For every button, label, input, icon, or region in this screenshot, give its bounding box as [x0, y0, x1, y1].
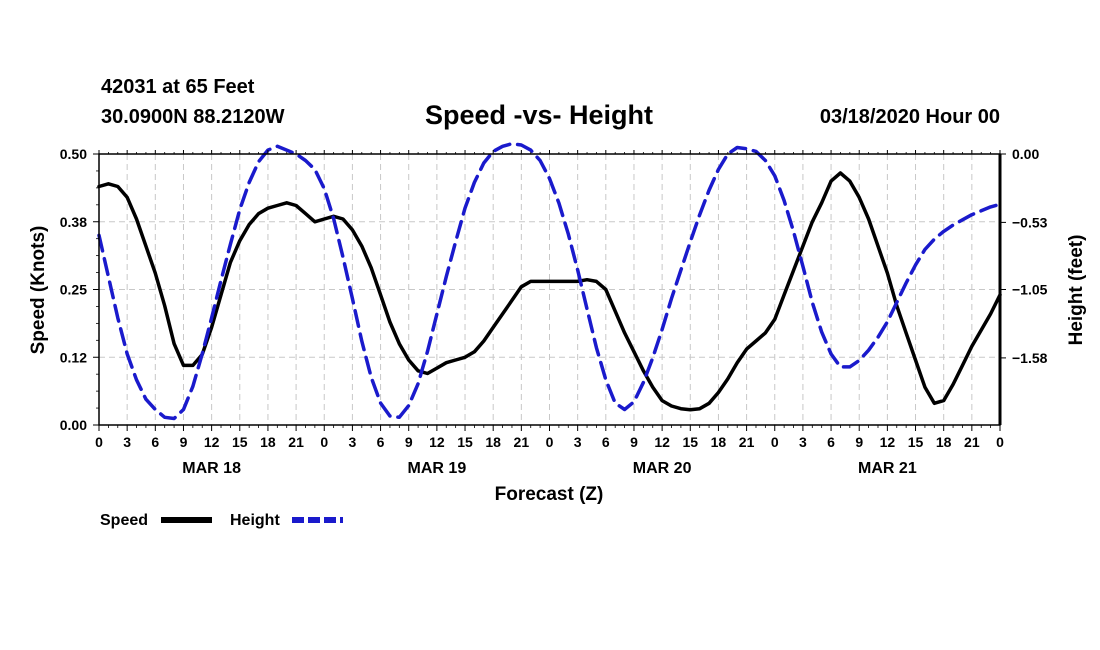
- x-tick-label: 3: [349, 434, 357, 450]
- series-layer: [97, 141, 1002, 421]
- day-label: MAR 20: [633, 460, 692, 477]
- legend-speed-label: Speed: [100, 512, 148, 529]
- station-label: 42031 at 65 Feet: [101, 76, 255, 98]
- x-tick-label: 0: [95, 434, 103, 450]
- x-tick-label: 15: [457, 434, 473, 450]
- y2-tick-label: −1.58: [1012, 350, 1048, 366]
- day-label: MAR 19: [408, 460, 467, 477]
- x-tick-label: 9: [630, 434, 638, 450]
- day-label: MAR 21: [858, 460, 917, 477]
- x-axis-title: Forecast (Z): [495, 484, 604, 505]
- axis-labels: 0 3 6 9 12 15 18 21 0 3 6 9 12 15 18 21 0 3 6 9 12 15 18 21 0 3 6 9…: [60, 146, 1048, 477]
- y2-tick-label: 0.00: [1012, 146, 1039, 162]
- x-tick-label: 18: [260, 434, 276, 450]
- x-tick-label: 18: [711, 434, 727, 450]
- x-tick-label: 6: [602, 434, 610, 450]
- x-tick-label: 0: [996, 434, 1004, 450]
- forecast-timestamp: 03/18/2020 Hour 00: [819, 106, 1000, 128]
- x-tick-label: 15: [682, 434, 698, 450]
- coordinates-label: 30.0900N 88.2120W: [101, 106, 285, 128]
- y-tick-label: 0.25: [60, 282, 87, 298]
- grid-lines: [99, 154, 1000, 425]
- y2-axis-title: Height (feet): [1066, 235, 1087, 346]
- x-tick-label: 6: [377, 434, 385, 450]
- y-axis-title: Speed (Knots): [28, 226, 49, 355]
- x-tick-label: 6: [827, 434, 835, 450]
- x-tick-label: 9: [405, 434, 413, 450]
- x-tick-label: 0: [320, 434, 328, 450]
- y-tick-label: 0.50: [60, 146, 87, 162]
- x-tick-label: 21: [964, 434, 980, 450]
- speed-series-line: [97, 171, 1002, 412]
- x-tick-label: 3: [799, 434, 807, 450]
- x-tick-label: 3: [574, 434, 582, 450]
- chart-title: Speed -vs- Height: [425, 100, 654, 130]
- day-label: MAR 18: [182, 460, 241, 477]
- x-tick-label: 12: [654, 434, 670, 450]
- x-tick-label: 0: [771, 434, 779, 450]
- x-tick-label: 15: [232, 434, 248, 450]
- x-tick-label: 12: [204, 434, 220, 450]
- x-tick-label: 21: [514, 434, 530, 450]
- y2-tick-label: −1.05: [1012, 282, 1048, 298]
- x-tick-label: 12: [880, 434, 896, 450]
- y-tick-label: 0.00: [60, 417, 87, 433]
- legend-height-label: Height: [230, 512, 280, 529]
- y-tick-label: 0.12: [60, 349, 87, 365]
- x-tick-label: 21: [288, 434, 304, 450]
- x-tick-label: 18: [485, 434, 501, 450]
- height-series-line: [97, 141, 1002, 421]
- x-tick-label: 0: [546, 434, 554, 450]
- legend: Speed Height: [100, 512, 343, 529]
- x-tick-label: 9: [855, 434, 863, 450]
- x-tick-label: 12: [429, 434, 445, 450]
- axis-ticks: [93, 150, 1006, 431]
- x-tick-label: 21: [739, 434, 755, 450]
- y-tick-label: 0.38: [60, 214, 87, 230]
- x-tick-label: 18: [936, 434, 952, 450]
- x-tick-label: 15: [908, 434, 924, 450]
- x-tick-label: 9: [180, 434, 188, 450]
- x-tick-label: 6: [151, 434, 159, 450]
- y2-tick-label: −0.53: [1012, 214, 1048, 230]
- x-tick-label: 3: [123, 434, 131, 450]
